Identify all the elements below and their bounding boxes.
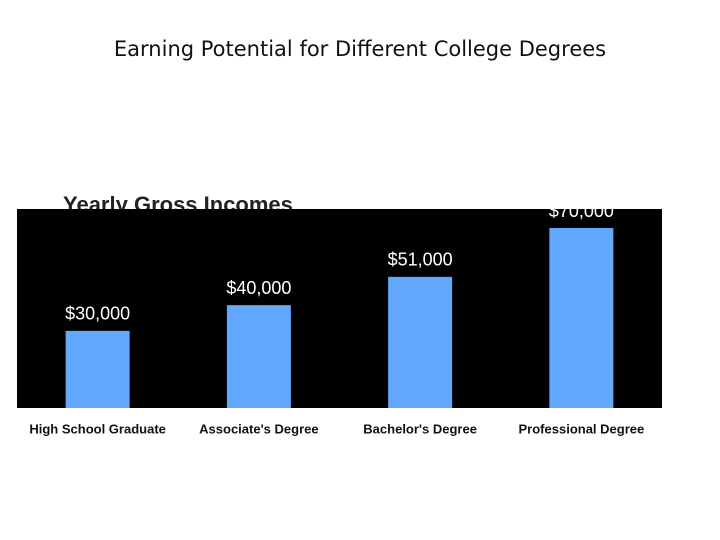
x-tick-label: Associate's Degree bbox=[199, 421, 318, 436]
x-tick-label: Professional Degree bbox=[519, 421, 645, 436]
value-label: $30,000 bbox=[65, 304, 130, 324]
x-tick-label: Bachelor's Degree bbox=[363, 421, 477, 436]
bar bbox=[549, 228, 614, 408]
value-label: $51,000 bbox=[388, 250, 453, 270]
value-label: $40,000 bbox=[226, 278, 291, 298]
bar bbox=[388, 276, 453, 408]
bar bbox=[65, 330, 130, 408]
slide-title: Earning Potential for Different College … bbox=[114, 37, 606, 61]
value-label: $70,000 bbox=[549, 201, 614, 221]
x-tick-label: High School Graduate bbox=[29, 421, 166, 436]
bar bbox=[226, 305, 291, 408]
